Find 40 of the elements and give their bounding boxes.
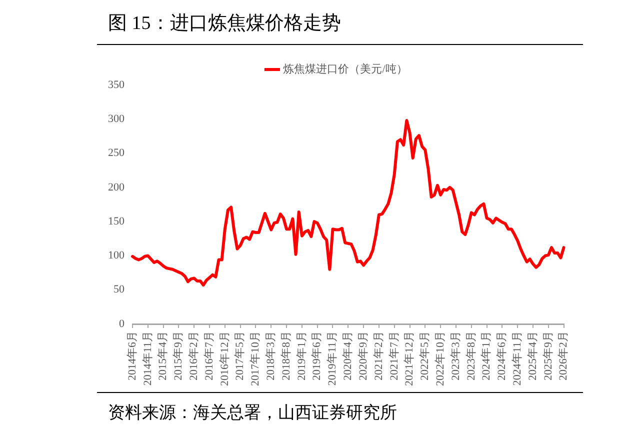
x-tick-label: 2026年2月 [558, 331, 570, 380]
y-tick-label: 250 [108, 147, 125, 160]
x-tick-label: 2021年12月 [404, 331, 416, 386]
x-tick-label: 2024年1月 [480, 331, 493, 380]
x-tick-label: 2016年2月 [188, 331, 200, 380]
x-tick-label: 2024年11月 [511, 331, 524, 386]
chart-title: 图 15：进口炼焦煤价格走势 [108, 12, 341, 36]
x-tick-label: 2021年2月 [372, 331, 385, 380]
x-tick-label: 2016年12月 [218, 331, 231, 386]
y-tick-label: 50 [114, 284, 125, 296]
y-tick-label: 200 [108, 181, 125, 194]
text: 资料来源：海关总署，山西证券研究所 [108, 402, 397, 424]
x-tick-label: 2017年10月 [250, 331, 262, 386]
x-tick-label: 2025年9月 [542, 331, 554, 380]
x-tick-label: 2018年8月 [280, 331, 292, 380]
x-tick-label: 2015年4月 [157, 331, 170, 380]
x-tick-label: 2019年1月 [296, 331, 308, 380]
y-tick-label: 100 [108, 250, 125, 262]
x-tick-label: 2020年4月 [342, 331, 354, 380]
x-tick-label: 2014年6月 [126, 331, 138, 380]
y-tick-label: 150 [108, 215, 125, 228]
x-tick-label: 2023年8月 [465, 331, 478, 380]
y-tick-label: 0 [119, 318, 125, 330]
y-tick-label: 350 [108, 78, 125, 91]
legend-label: 炼焦煤进口价（美元/吨） [283, 62, 408, 76]
x-tick-label: 2023年3月 [450, 331, 462, 380]
x-tick-label: 2019年11月 [326, 331, 339, 386]
x-tick-label: 2014年11月 [142, 331, 154, 386]
x-tick-label: 2025年4月 [526, 331, 539, 380]
x-tick-label: 2019年6月 [311, 331, 324, 380]
x-tick-label: 2018年3月 [265, 331, 278, 380]
x-tick-label: 2016年7月 [203, 331, 216, 380]
y-tick-label: 300 [108, 113, 125, 126]
x-tick-label: 2022年5月 [419, 331, 432, 380]
x-tick-label: 2021年7月 [388, 331, 400, 380]
x-tick-label: 2020年9月 [357, 331, 370, 380]
x-tick-label: 2022年10月 [434, 331, 446, 386]
x-tick-label: 2024年6月 [496, 331, 508, 380]
x-tick-label: 2015年9月 [172, 331, 185, 380]
x-tick-label: 2017年5月 [234, 331, 246, 380]
